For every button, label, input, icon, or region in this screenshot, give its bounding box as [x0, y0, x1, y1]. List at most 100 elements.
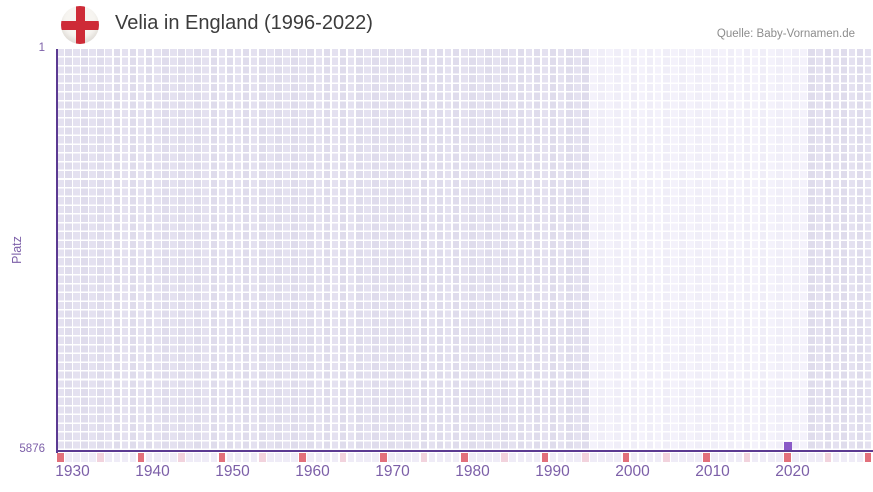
grid-column: [170, 49, 177, 450]
x-tick-cell: [469, 452, 476, 462]
x-tick-cell: [89, 452, 96, 462]
x-tick-cell: [662, 452, 670, 462]
x-tick-cell: [622, 452, 630, 462]
x-tick-cell: [695, 452, 702, 462]
x-tick-cell: [477, 452, 484, 462]
grid-column: [436, 49, 444, 450]
x-tick-cell: [307, 452, 315, 462]
grid-column: [452, 49, 460, 450]
data-point[interactable]: [784, 442, 793, 450]
grid-column: [606, 49, 613, 450]
x-axis-label: 2020: [775, 463, 810, 480]
grid-column: [250, 49, 258, 450]
grid-column: [638, 49, 646, 450]
x-tick-cell: [444, 452, 452, 462]
grid-column: [57, 49, 64, 450]
x-tick-cell: [525, 452, 533, 462]
grid-column: [355, 49, 363, 450]
grid-column: [444, 49, 452, 450]
x-axis-label: 1940: [135, 463, 170, 480]
grid-column: [323, 49, 331, 450]
x-tick-cell: [250, 452, 258, 462]
grid-column: [469, 49, 476, 450]
grid-column: [178, 49, 185, 450]
x-tick-cell: [121, 452, 129, 462]
grid-column: [65, 49, 72, 450]
grid-column: [331, 49, 339, 450]
x-tick-cell: [832, 452, 840, 462]
x-tick-cell: [315, 452, 323, 462]
grid-column: [598, 49, 605, 450]
x-tick-cell: [73, 452, 80, 462]
x-tick-cell: [137, 452, 145, 462]
x-tick-cell: [687, 452, 694, 462]
x-tick-cell: [565, 452, 573, 462]
x-tick-cell: [574, 452, 581, 462]
x-tick-cell: [323, 452, 331, 462]
x-tick-cell: [210, 452, 218, 462]
grid-column: [590, 49, 597, 450]
x-tick-cell: [404, 452, 411, 462]
x-tick-cell: [420, 452, 428, 462]
grid-column: [242, 49, 250, 450]
grid-column: [162, 49, 169, 450]
grid-column: [816, 49, 824, 450]
grid-column: [372, 49, 379, 450]
grid-column: [291, 49, 298, 450]
x-tick-cell: [428, 452, 436, 462]
grid-column: [574, 49, 581, 450]
grid-column: [549, 49, 557, 450]
grid-column: [460, 49, 468, 450]
x-tick-cell: [557, 452, 565, 462]
x-axis-label: 1930: [55, 463, 90, 480]
grid-column: [121, 49, 129, 450]
x-tick-cell: [848, 452, 856, 462]
x-tick-cell: [113, 452, 121, 462]
x-tick-cell: [186, 452, 193, 462]
grid-column: [856, 49, 864, 450]
grid-column: [145, 49, 153, 450]
grid-column: [347, 49, 355, 450]
grid-column: [735, 49, 743, 450]
x-axis-label: 2000: [615, 463, 650, 480]
x-tick-cell: [331, 452, 339, 462]
x-tick-cell: [170, 452, 177, 462]
grid-column: [97, 49, 104, 450]
x-tick-cell: [234, 452, 242, 462]
y-axis-bottom-label: 5876: [19, 443, 45, 455]
x-tick-cell: [194, 452, 201, 462]
y-axis-top-label: 1: [38, 42, 45, 54]
grid-column: [832, 49, 840, 450]
y-axis-line: [55, 49, 58, 453]
grid-column: [501, 49, 508, 450]
grid-column: [113, 49, 121, 450]
x-tick-cell: [759, 452, 767, 462]
grid-column: [824, 49, 832, 450]
x-tick-cell: [218, 452, 226, 462]
grid-column: [137, 49, 145, 450]
grid-column: [646, 49, 654, 450]
grid-column: [315, 49, 323, 450]
grid-column: [89, 49, 96, 450]
x-tick-cell: [735, 452, 743, 462]
grid-column: [307, 49, 315, 450]
x-axis-label: 1960: [295, 463, 330, 480]
x-tick-cell: [97, 452, 104, 462]
x-tick-cell: [291, 452, 298, 462]
x-tick-cell: [751, 452, 759, 462]
grid-column: [654, 49, 662, 450]
x-tick-cell: [460, 452, 468, 462]
x-tick-cell: [719, 452, 727, 462]
grid-column: [509, 49, 516, 450]
source-credit: Quelle: Baby-Vornamen.de: [716, 28, 855, 40]
x-tick-cell: [630, 452, 638, 462]
grid-column: [153, 49, 161, 450]
x-tick-cell: [598, 452, 605, 462]
grid-column: [679, 49, 686, 450]
x-axis-line: [55, 450, 873, 452]
grid-column: [129, 49, 137, 450]
x-tick-cell: [800, 452, 807, 462]
x-tick-cell: [339, 452, 347, 462]
x-tick-cell: [364, 452, 371, 462]
x-axis-label: 1990: [535, 463, 570, 480]
